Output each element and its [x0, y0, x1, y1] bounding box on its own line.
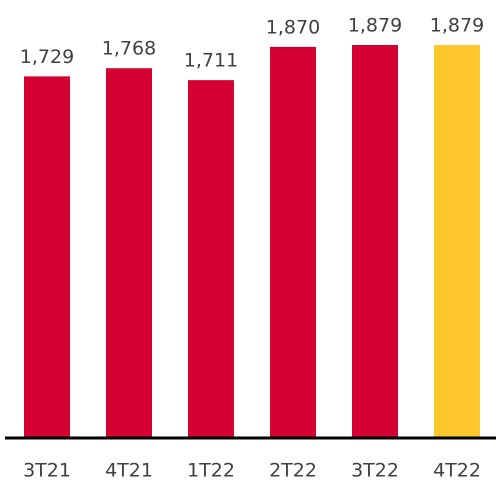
bar: [188, 80, 234, 438]
bar: [270, 46, 316, 438]
bar: [434, 45, 480, 438]
bar: [24, 76, 70, 438]
x-tick-label: 3T21: [23, 460, 71, 482]
x-tick-label: 1T22: [187, 460, 235, 482]
value-label: 1,870: [266, 16, 320, 38]
x-tick-label: 3T22: [351, 460, 399, 482]
x-tick-label: 2T22: [269, 460, 317, 482]
value-label: 1,768: [102, 38, 156, 60]
value-label: 1,879: [348, 15, 402, 37]
bar: [352, 45, 398, 438]
bar: [106, 68, 152, 439]
value-label: 1,879: [430, 15, 484, 37]
value-label: 1,729: [20, 46, 74, 68]
x-tick-label: 4T22: [433, 460, 481, 482]
value-label: 1,711: [184, 50, 238, 72]
x-tick-label: 4T21: [105, 460, 153, 482]
